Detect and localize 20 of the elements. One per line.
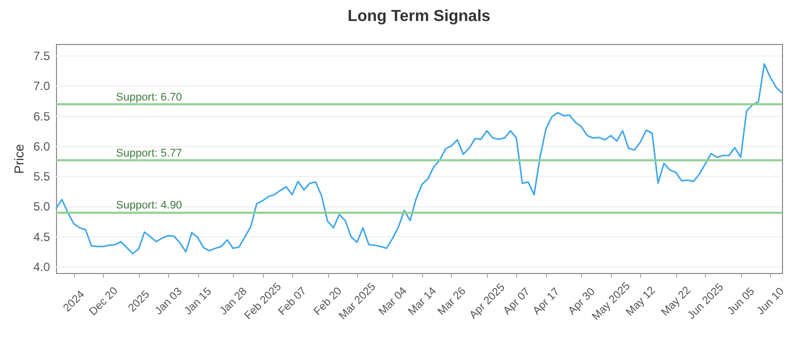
ref-line-label: Support: 6.70 (116, 91, 182, 104)
y-tick-label: 5.0 (33, 200, 50, 214)
ref-line-label: Support: 4.90 (116, 200, 182, 212)
x-tick-label: Jun 05 (725, 286, 758, 318)
y-tick-label: 4.5 (33, 230, 50, 244)
x-tick-label: Jan 03 (152, 286, 185, 318)
y-tick-label: 6.0 (33, 139, 50, 154)
x-tick-label: Jun 10 (754, 286, 787, 318)
y-axis-title: Price (12, 144, 26, 174)
y-tick-label: 7.0 (33, 79, 50, 94)
y-tick-label: 5.5 (33, 170, 50, 184)
x-tick-label: Apr 17 (530, 286, 562, 318)
line-series (55, 63, 783, 254)
y-tick-label: 4.0 (33, 260, 50, 274)
chart-title: Long Term Signals (348, 8, 491, 25)
x-tick-label: Dec 20 (87, 284, 120, 318)
y-tick-label: 7.5 (33, 49, 50, 64)
x-tick-label: Jan 15 (182, 286, 214, 318)
y-tick-label: 6.5 (33, 109, 50, 124)
ref-line-label: Support: 5.77 (116, 147, 182, 160)
